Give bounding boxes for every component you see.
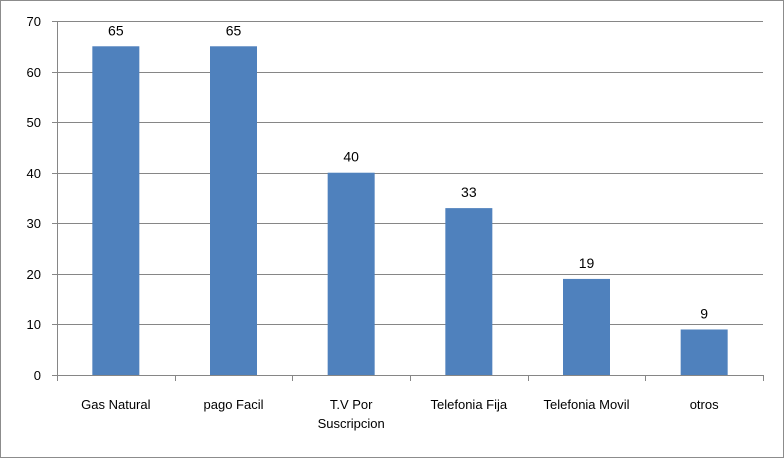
y-tick-label: 50: [27, 115, 41, 130]
y-tick-label: 0: [34, 368, 41, 383]
data-label: 40: [343, 149, 359, 165]
y-tick-label: 60: [27, 65, 41, 80]
bar: [563, 278, 610, 375]
axes: [52, 21, 764, 381]
bar: [445, 208, 493, 375]
x-tick-label-line: T.V Por: [330, 397, 373, 412]
data-label: 65: [226, 22, 242, 38]
bar: [92, 46, 140, 376]
x-tick-label-line: Telefonia Movil: [544, 397, 630, 412]
data-label: 9: [700, 305, 708, 321]
x-tick-label-line: Telefonia Fija: [431, 397, 508, 412]
x-tick-label: Gas Natural: [81, 397, 150, 412]
y-tick-label: 20: [27, 267, 41, 282]
labels: 0 10 20 30 40 50 60 70 65 Gas Natural 65 pago Facil…: [27, 14, 720, 431]
x-tick-label: Telefonia Fija: [431, 397, 508, 412]
data-label: 19: [579, 255, 595, 271]
bars: [92, 46, 728, 376]
bar: [680, 329, 728, 375]
x-tick-label: pago Facil: [204, 397, 264, 412]
x-tick-label-line: Gas Natural: [81, 397, 150, 412]
x-tick-label: T.V Por Suscripcion: [318, 397, 385, 431]
y-tick-label: 30: [27, 216, 41, 231]
y-tick-label: 10: [27, 317, 41, 332]
data-label: 33: [461, 184, 477, 200]
gridlines: [57, 21, 763, 325]
data-label: 65: [108, 22, 124, 38]
bar: [210, 46, 257, 376]
x-tick-label-line: pago Facil: [204, 397, 264, 412]
y-tick-label: 70: [27, 14, 41, 29]
x-tick-label-line: otros: [690, 397, 719, 412]
y-tick-label: 40: [27, 166, 41, 181]
x-tick-label: otros: [690, 397, 719, 412]
x-tick-label-line: Suscripcion: [318, 416, 385, 431]
bar: [327, 172, 375, 375]
x-tick-label: Telefonia Movil: [544, 397, 630, 412]
